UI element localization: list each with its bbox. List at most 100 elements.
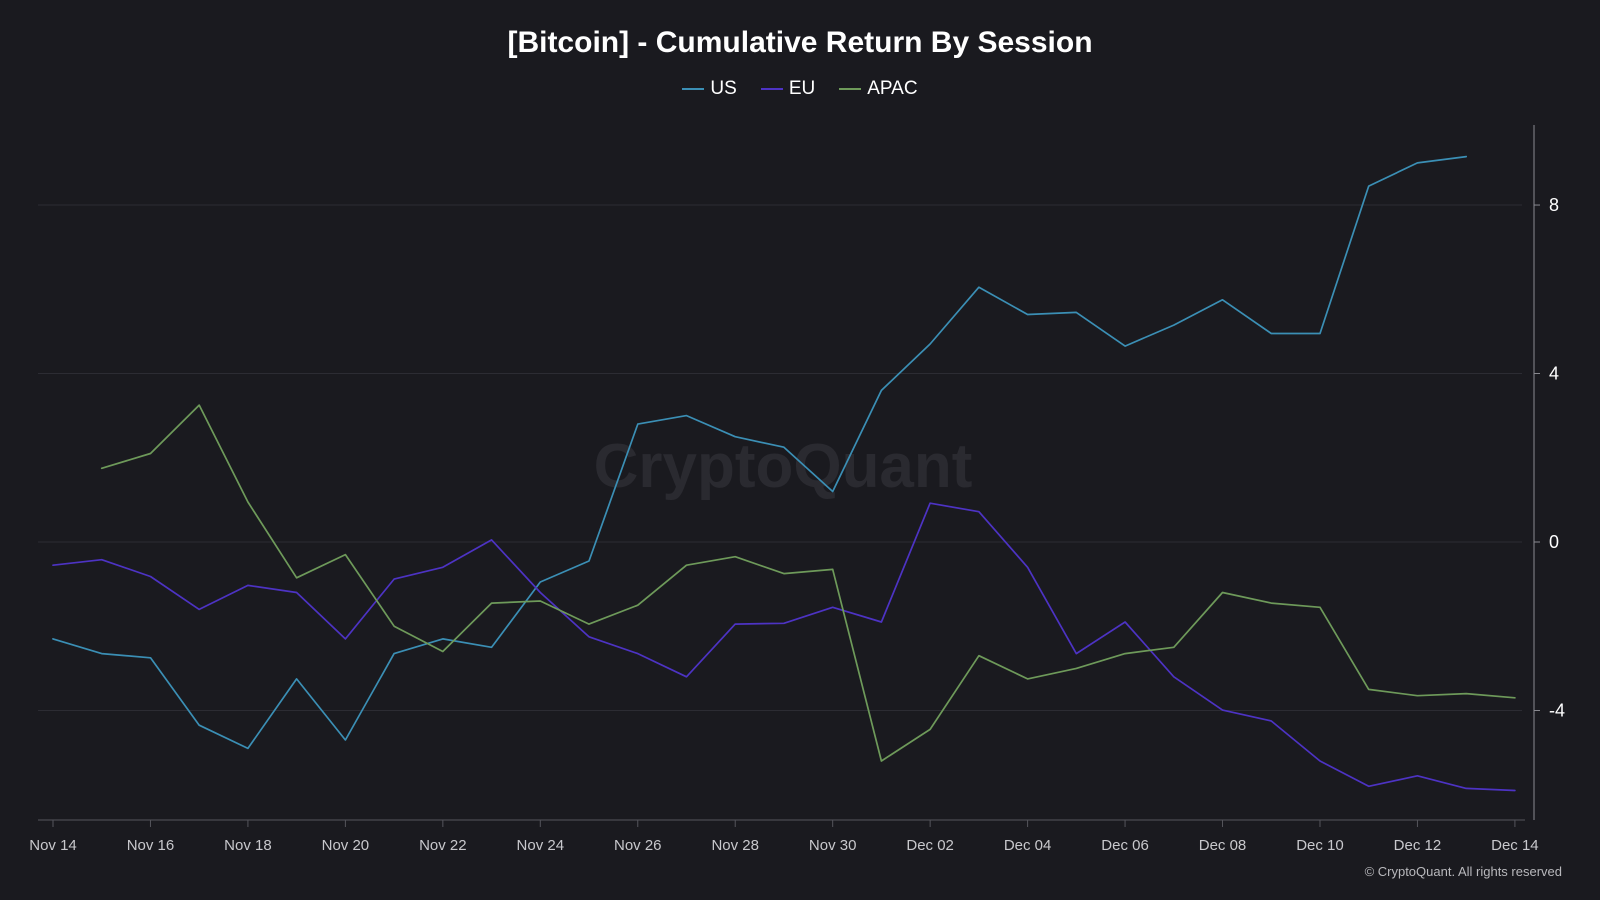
data-point-eu[interactable] xyxy=(341,635,349,643)
data-point-eu[interactable] xyxy=(1511,787,1519,795)
data-point-eu[interactable] xyxy=(1413,772,1421,780)
data-point-us[interactable] xyxy=(341,736,349,744)
data-point-us[interactable] xyxy=(98,650,106,658)
data-point-us[interactable] xyxy=(877,386,885,394)
data-point-eu[interactable] xyxy=(829,603,837,611)
data-point-us[interactable] xyxy=(926,340,934,348)
data-point-apac[interactable] xyxy=(829,565,837,573)
data-point-apac[interactable] xyxy=(1316,603,1324,611)
data-point-eu[interactable] xyxy=(536,589,544,597)
data-point-apac[interactable] xyxy=(1413,692,1421,700)
data-point-us[interactable] xyxy=(1072,308,1080,316)
data-point-us[interactable] xyxy=(1413,159,1421,167)
data-point-apac[interactable] xyxy=(1121,650,1129,658)
legend-item-eu[interactable]: EU xyxy=(760,78,815,100)
data-point-us[interactable] xyxy=(49,635,57,643)
data-point-apac[interactable] xyxy=(926,725,934,733)
data-point-eu[interactable] xyxy=(634,650,642,658)
data-point-apac[interactable] xyxy=(1462,690,1470,698)
data-point-us[interactable] xyxy=(195,721,203,729)
data-point-eu[interactable] xyxy=(390,575,398,583)
data-point-apac[interactable] xyxy=(488,599,496,607)
data-point-us[interactable] xyxy=(1462,153,1470,161)
data-point-eu[interactable] xyxy=(1316,757,1324,765)
data-point-us[interactable] xyxy=(488,643,496,651)
data-point-apac[interactable] xyxy=(634,601,642,609)
data-point-apac[interactable] xyxy=(293,574,301,582)
data-point-us[interactable] xyxy=(439,635,447,643)
data-point-apac[interactable] xyxy=(1511,694,1519,702)
data-point-eu[interactable] xyxy=(926,499,934,507)
data-point-eu[interactable] xyxy=(780,619,788,627)
data-point-eu[interactable] xyxy=(293,589,301,597)
data-point-eu[interactable] xyxy=(1121,618,1129,626)
legend-item-apac[interactable]: APAC xyxy=(839,78,918,100)
data-point-us[interactable] xyxy=(975,283,983,291)
data-point-eu[interactable] xyxy=(975,508,983,516)
data-point-us[interactable] xyxy=(390,650,398,658)
data-point-eu[interactable] xyxy=(1024,563,1032,571)
data-point-apac[interactable] xyxy=(1365,685,1373,693)
data-point-apac[interactable] xyxy=(244,498,252,506)
data-point-apac[interactable] xyxy=(536,597,544,605)
data-point-us[interactable] xyxy=(829,488,837,496)
series-line-us xyxy=(52,155,1468,750)
data-point-apac[interactable] xyxy=(877,757,885,765)
data-point-us[interactable] xyxy=(1365,182,1373,190)
data-point-eu[interactable] xyxy=(683,673,691,681)
data-point-apac[interactable] xyxy=(439,648,447,656)
legend-swatch-eu xyxy=(760,88,783,90)
data-point-us[interactable] xyxy=(585,557,593,565)
data-point-us[interactable] xyxy=(536,578,544,586)
data-point-apac[interactable] xyxy=(341,551,349,559)
data-point-eu[interactable] xyxy=(98,556,106,564)
data-point-us[interactable] xyxy=(1121,342,1129,350)
y-tick-label: 4 xyxy=(1549,364,1559,384)
data-point-apac[interactable] xyxy=(1219,589,1227,597)
data-point-us[interactable] xyxy=(1170,321,1178,329)
data-point-apac[interactable] xyxy=(731,553,739,561)
data-point-apac[interactable] xyxy=(195,401,203,409)
data-point-eu[interactable] xyxy=(1072,650,1080,658)
data-point-eu[interactable] xyxy=(49,561,57,569)
data-point-apac[interactable] xyxy=(390,622,398,630)
data-point-eu[interactable] xyxy=(488,536,496,544)
data-point-apac[interactable] xyxy=(780,570,788,578)
data-point-eu[interactable] xyxy=(1462,784,1470,792)
data-point-eu[interactable] xyxy=(1267,717,1275,725)
data-point-eu[interactable] xyxy=(1219,706,1227,714)
data-point-eu[interactable] xyxy=(195,605,203,613)
data-point-apac[interactable] xyxy=(975,652,983,660)
data-point-us[interactable] xyxy=(731,433,739,441)
data-point-us[interactable] xyxy=(683,412,691,420)
data-point-apac[interactable] xyxy=(585,620,593,628)
data-point-apac[interactable] xyxy=(98,464,106,472)
data-point-eu[interactable] xyxy=(585,633,593,641)
data-point-eu[interactable] xyxy=(147,573,155,581)
data-point-eu[interactable] xyxy=(439,563,447,571)
data-point-eu[interactable] xyxy=(1365,782,1373,790)
legend-item-us[interactable]: US xyxy=(682,78,737,100)
data-point-us[interactable] xyxy=(1219,296,1227,304)
data-point-us[interactable] xyxy=(293,675,301,683)
data-point-us[interactable] xyxy=(1024,311,1032,319)
data-point-apac[interactable] xyxy=(147,450,155,458)
data-point-apac[interactable] xyxy=(1072,664,1080,672)
data-point-apac[interactable] xyxy=(683,561,691,569)
y-tick-label: -4 xyxy=(1549,700,1565,720)
data-point-eu[interactable] xyxy=(1170,673,1178,681)
data-point-apac[interactable] xyxy=(1267,599,1275,607)
data-point-us[interactable] xyxy=(1316,330,1324,338)
data-point-us[interactable] xyxy=(244,744,252,752)
data-point-eu[interactable] xyxy=(877,618,885,626)
data-point-us[interactable] xyxy=(147,654,155,662)
copyright-notice: © CryptoQuant. All rights reserved xyxy=(1364,864,1562,879)
data-point-us[interactable] xyxy=(634,420,642,428)
data-point-us[interactable] xyxy=(1267,330,1275,338)
data-point-eu[interactable] xyxy=(244,581,252,589)
data-point-eu[interactable] xyxy=(731,620,739,628)
series-line-eu xyxy=(52,502,1516,792)
data-point-apac[interactable] xyxy=(1170,643,1178,651)
data-point-us[interactable] xyxy=(780,443,788,451)
data-point-apac[interactable] xyxy=(1024,675,1032,683)
